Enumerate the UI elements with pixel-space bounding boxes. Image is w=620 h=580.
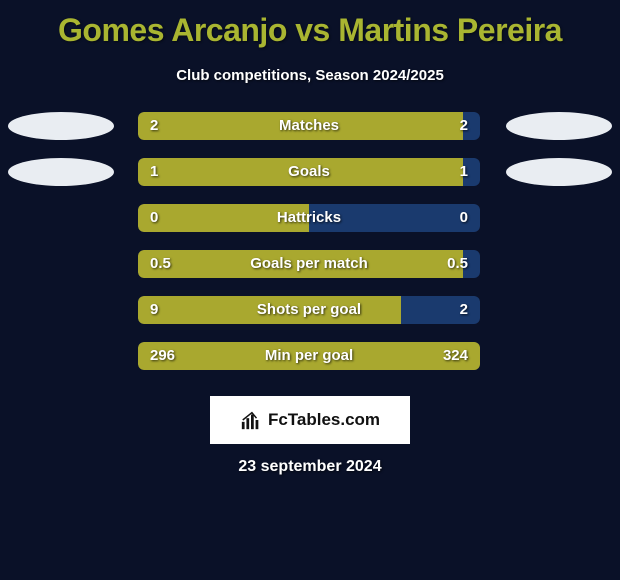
stat-bar [138, 296, 480, 324]
stat-bar-left [138, 112, 463, 140]
player-marker-right [506, 112, 612, 140]
stat-bar [138, 342, 480, 370]
stat-bar [138, 250, 480, 278]
stat-bar-left [138, 204, 309, 232]
stat-bar-right [463, 158, 480, 186]
player-marker-left [8, 158, 114, 186]
stat-bar-right [463, 250, 480, 278]
stat-bar-left [138, 296, 401, 324]
player-marker-left [8, 112, 114, 140]
stat-row: Min per goal296324 [0, 342, 620, 388]
brand-text: FcTables.com [268, 410, 380, 430]
stat-bar [138, 158, 480, 186]
brand-logo-icon [240, 409, 262, 431]
stat-bar-left [138, 250, 463, 278]
stats-chart: Matches22Goals11Hattricks00Goals per mat… [0, 112, 620, 388]
stat-row: Shots per goal92 [0, 296, 620, 342]
stat-bar-left [138, 342, 480, 370]
stat-row: Matches22 [0, 112, 620, 158]
stat-row: Goals per match0.50.5 [0, 250, 620, 296]
stat-bar [138, 204, 480, 232]
stat-row: Goals11 [0, 158, 620, 204]
player-marker-right [506, 158, 612, 186]
brand-box: FcTables.com [210, 396, 410, 444]
date-text: 23 september 2024 [0, 458, 620, 476]
stat-bar-right [309, 204, 480, 232]
comparison-title: Gomes Arcanjo vs Martins Pereira [0, 0, 620, 49]
stat-row: Hattricks00 [0, 204, 620, 250]
stat-bar-right [463, 112, 480, 140]
stat-bar [138, 112, 480, 140]
comparison-subtitle: Club competitions, Season 2024/2025 [0, 67, 620, 84]
stat-bar-right [401, 296, 480, 324]
stat-bar-left [138, 158, 463, 186]
